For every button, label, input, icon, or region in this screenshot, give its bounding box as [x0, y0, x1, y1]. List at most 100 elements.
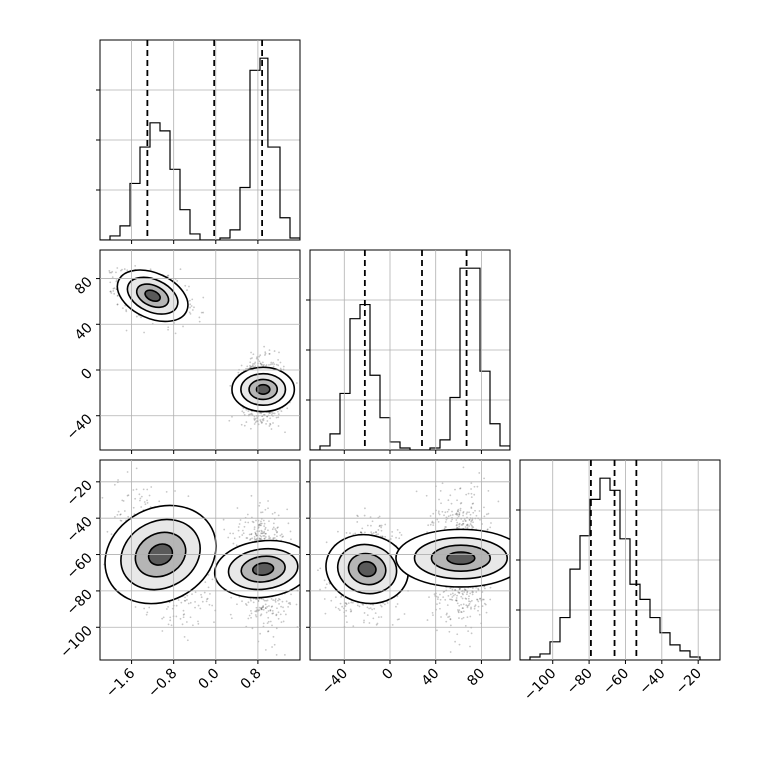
sample-point [276, 535, 278, 538]
sample-point [279, 613, 282, 616]
sample-point [246, 537, 249, 539]
panel-frame [519, 459, 721, 661]
sample-point [375, 623, 378, 626]
sample-point [444, 511, 447, 514]
sample-point [121, 307, 124, 310]
sample-point [445, 620, 448, 623]
sample-point [208, 603, 211, 606]
sample-point [166, 274, 169, 277]
sample-point [272, 361, 275, 364]
sample-point [368, 607, 370, 610]
sample-point [363, 514, 366, 517]
sample-point [273, 412, 276, 415]
contour-line [213, 539, 300, 599]
sample-point [261, 363, 263, 366]
sample-point [476, 598, 478, 601]
sample-point [349, 610, 352, 613]
sample-point [263, 537, 266, 540]
sample-point [286, 407, 289, 410]
sample-point [262, 532, 264, 535]
sample-point [272, 422, 274, 424]
sample-point [274, 601, 277, 603]
sample-point [264, 526, 267, 529]
sample-point [280, 621, 283, 624]
sample-point [258, 504, 261, 507]
sample-point [469, 523, 472, 525]
histogram-bin [360, 305, 370, 450]
sample-point [198, 320, 201, 323]
sample-point [282, 365, 285, 368]
sample-point [254, 532, 257, 535]
sample-point [376, 622, 379, 625]
sample-point [242, 532, 245, 535]
sample-point [185, 621, 188, 623]
sample-point [262, 419, 265, 422]
sample-point [202, 311, 205, 314]
sample-point [289, 530, 292, 533]
sample-point [275, 653, 278, 656]
sample-point [247, 410, 250, 412]
sample-point [197, 620, 199, 623]
sample-point [340, 596, 342, 598]
sample-point [243, 525, 246, 528]
sample-point [115, 280, 118, 283]
sample-point [251, 627, 254, 630]
sample-point [266, 420, 269, 422]
sample-point [251, 364, 254, 367]
sample-point [238, 536, 241, 538]
sample-point [250, 533, 253, 536]
sample-point [473, 485, 476, 488]
sample-point [371, 608, 374, 611]
sample-point [278, 603, 280, 605]
histogram-bin [320, 446, 330, 450]
sample-point [361, 527, 364, 530]
sample-point [207, 573, 210, 576]
sample-point [250, 351, 252, 354]
histogram-bin [680, 651, 690, 660]
sample-point [260, 532, 263, 535]
sample-point [106, 530, 109, 533]
sample-point [448, 630, 451, 633]
y-tick-label: −40 [64, 514, 96, 546]
sample-point [181, 623, 184, 626]
sample-point [272, 635, 275, 638]
sample-point [358, 605, 361, 608]
sample-point [325, 583, 328, 586]
sample-point [403, 613, 406, 615]
sample-point [116, 303, 119, 306]
sample-point [227, 536, 230, 539]
sample-point [398, 531, 401, 534]
sample-point [243, 413, 246, 416]
sample-point [270, 597, 273, 600]
sample-point [384, 535, 387, 538]
histogram-bin [390, 442, 400, 450]
sample-point [95, 508, 97, 510]
sample-point [337, 607, 340, 610]
sample-point [111, 276, 114, 279]
sample-point [236, 507, 239, 509]
sample-point [110, 271, 112, 274]
sample-point [135, 488, 138, 491]
sample-point [277, 526, 279, 529]
sample-point [264, 354, 266, 356]
histogram-bin [150, 123, 160, 240]
sample-point [207, 586, 210, 589]
sample-point [349, 608, 352, 611]
sample-point [345, 615, 347, 617]
histogram-bin [370, 375, 380, 450]
sample-point [144, 503, 147, 506]
sample-point [266, 622, 269, 625]
sample-point [354, 532, 357, 535]
sample-point [263, 522, 266, 525]
sample-point [260, 422, 263, 424]
sample-point [125, 310, 128, 313]
sample-point [254, 361, 257, 364]
sample-point [112, 290, 115, 292]
sample-point [113, 483, 116, 486]
sample-point [258, 609, 261, 611]
sample-point [267, 507, 269, 510]
histogram-step-line [520, 477, 720, 660]
sample-point [284, 613, 287, 616]
sample-point [229, 613, 232, 616]
sample-point [258, 411, 261, 414]
